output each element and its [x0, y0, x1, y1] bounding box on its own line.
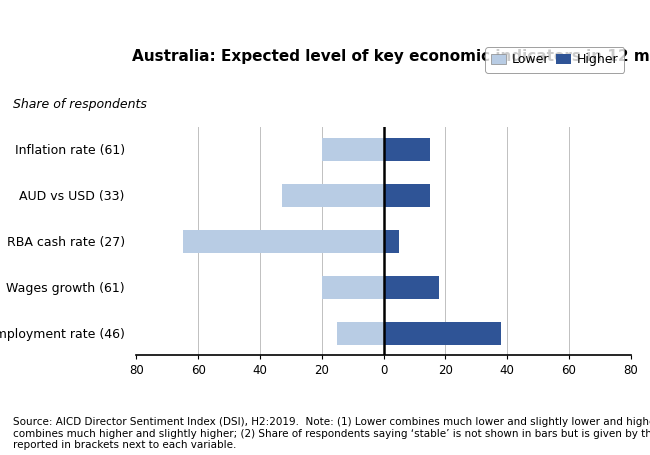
- Legend: Lower, Higher: Lower, Higher: [485, 47, 624, 73]
- Bar: [183, 230, 384, 253]
- Bar: [384, 230, 399, 253]
- Bar: [337, 322, 384, 344]
- Bar: [384, 276, 439, 298]
- Bar: [322, 276, 384, 298]
- Text: Share of respondents: Share of respondents: [13, 98, 147, 111]
- Bar: [384, 138, 430, 161]
- Bar: [384, 322, 501, 344]
- Text: Australia: Expected level of key economic indicators in 12 months time: Australia: Expected level of key economi…: [131, 49, 650, 64]
- Bar: [281, 184, 384, 207]
- Text: Source: AICD Director Sentiment Index (DSI), H2:2019.  Note: (1) Lower combines : Source: AICD Director Sentiment Index (D…: [13, 417, 650, 450]
- Bar: [322, 138, 384, 161]
- Bar: [384, 184, 430, 207]
